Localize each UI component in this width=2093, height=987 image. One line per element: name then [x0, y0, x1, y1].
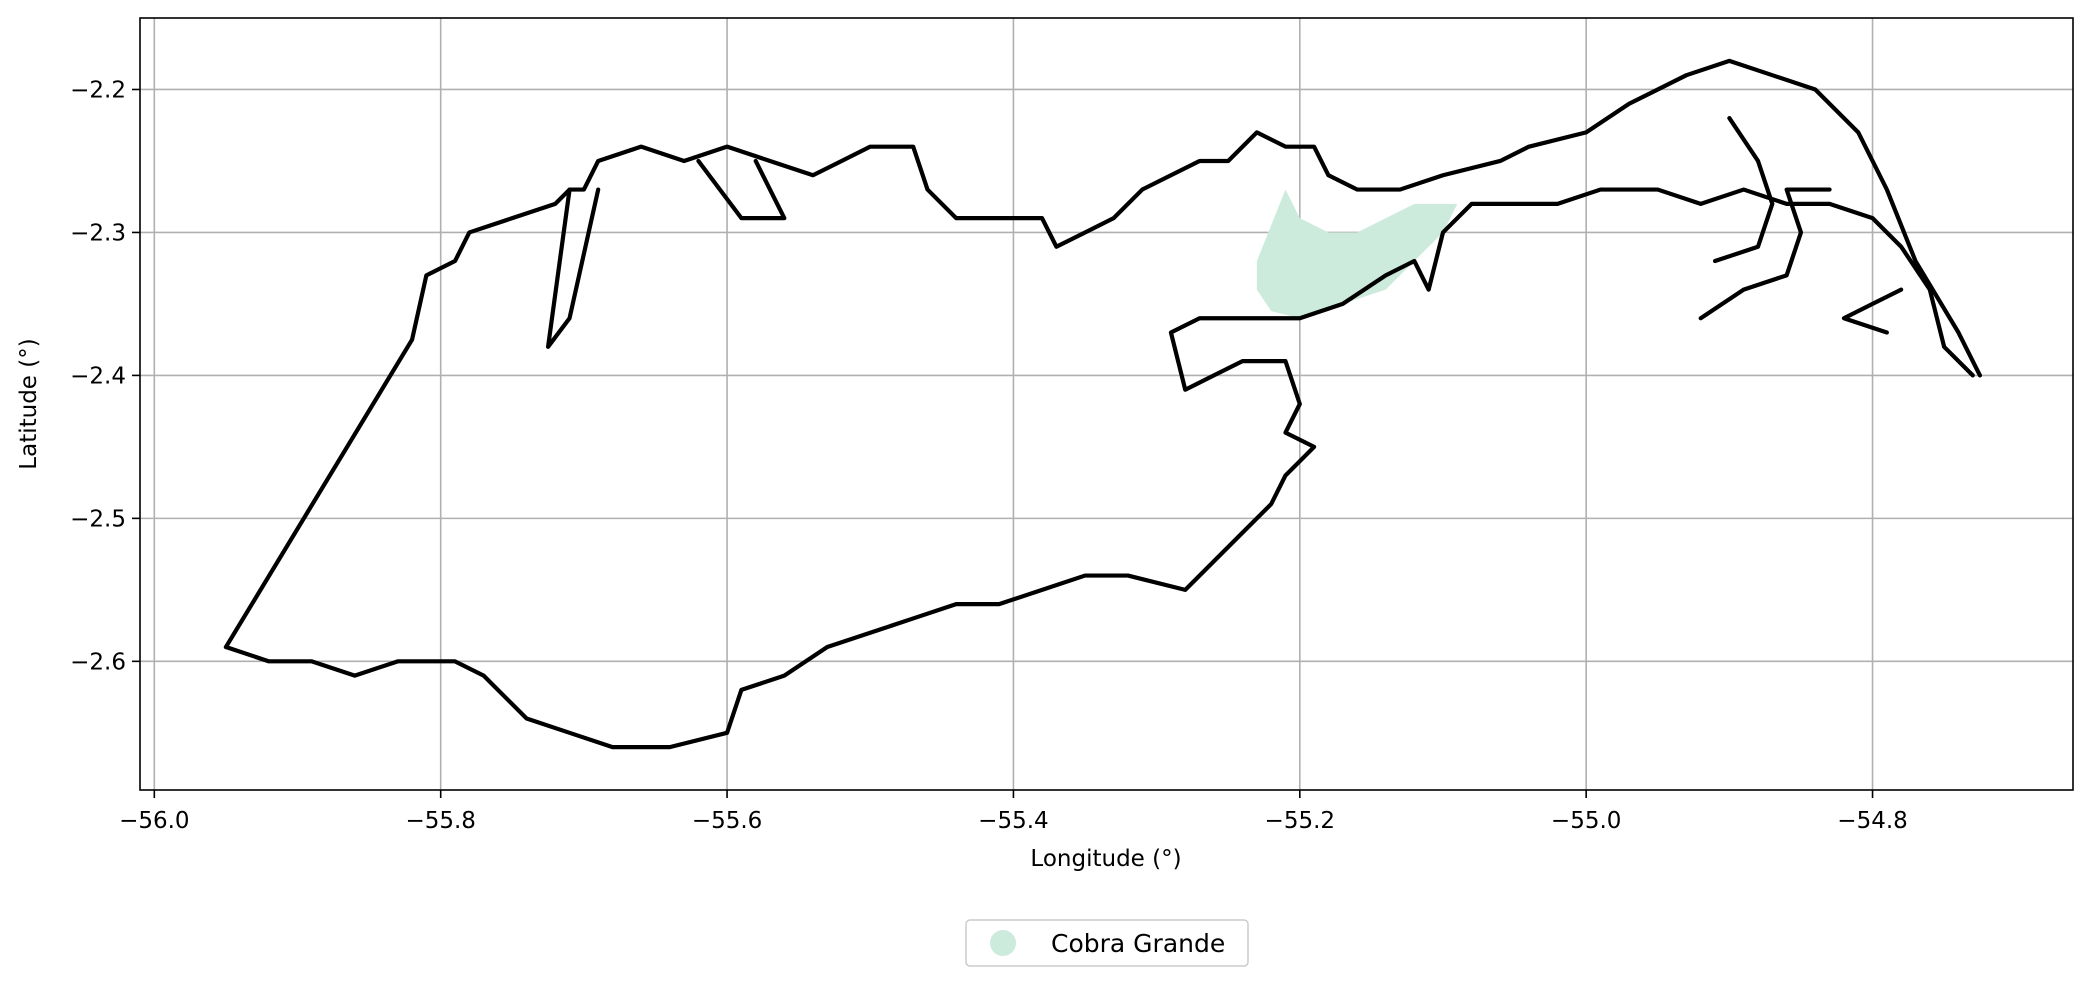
x-axis-ticks: −56.0 −55.8 −55.6 −55.4 −55.2 −55.0 −54.8	[119, 790, 1908, 834]
legend-box	[965, 919, 1249, 967]
y-tick-label: −2.4	[70, 363, 126, 389]
boundary-line-3	[545, 187, 601, 349]
y-tick-label: −2.6	[70, 649, 126, 675]
highlight-area-layer	[1256, 189, 1458, 319]
x-axis-label: Longitude (°)	[1030, 846, 1181, 872]
y-tick-label: −2.5	[70, 506, 126, 532]
x-tick-label: −54.8	[1837, 808, 1907, 834]
boundary-line-5	[1712, 115, 1775, 264]
y-tick-label: −2.3	[70, 220, 126, 246]
boundary-line-7	[1841, 287, 1904, 335]
y-axis-label: Latitude (°)	[16, 338, 42, 469]
boundary-line-4	[696, 158, 787, 221]
boundary-line-2	[223, 187, 1975, 750]
y-axis-ticks: −2.2 −2.3 −2.4 −2.5 −2.6	[70, 77, 140, 675]
x-tick-label: −55.2	[1265, 808, 1335, 834]
x-tick-label: −55.0	[1551, 808, 1621, 834]
boundary-line-6	[1698, 187, 1832, 321]
legend-label-cobra-grande: Cobra Grande	[1051, 929, 1225, 958]
cobra-grande-area	[1256, 189, 1458, 319]
legend-marker-cobra-grande	[990, 930, 1016, 956]
boundary-line-1	[223, 58, 1983, 650]
boundary-lines-layer	[223, 58, 1983, 750]
plot-frame	[139, 17, 2074, 791]
y-tick-label: −2.2	[70, 77, 126, 103]
x-tick-label: −55.6	[692, 808, 762, 834]
x-tick-label: −56.0	[119, 808, 189, 834]
legend: Cobra Grande	[965, 919, 1249, 967]
x-tick-label: −55.4	[978, 808, 1048, 834]
x-tick-label: −55.8	[405, 808, 475, 834]
